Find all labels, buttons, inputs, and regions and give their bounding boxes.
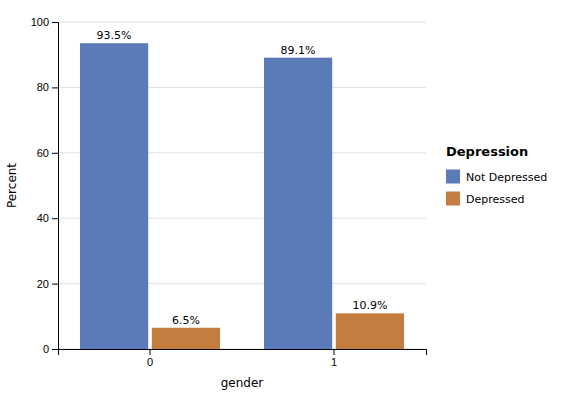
tick-mark (150, 349, 151, 355)
tick-mark (52, 153, 58, 154)
legend-label: Not Depressed (466, 171, 547, 184)
tick-label: 100 (31, 16, 49, 28)
tick: 20 (37, 278, 58, 290)
y-axis-title: Percent (5, 163, 19, 208)
legend-item: Not Depressed (446, 170, 547, 184)
tick-label: 20 (37, 278, 49, 290)
legend-swatch (446, 192, 460, 206)
tick-mark (52, 22, 58, 23)
tick: 80 (37, 81, 58, 93)
tick-label: 0 (147, 356, 153, 368)
chart: 93.5%89.1%6.5%10.9%01020406080100genderP… (0, 0, 576, 397)
data-label: 93.5% (97, 29, 132, 42)
grid-line (58, 22, 426, 23)
tick: 0 (43, 343, 58, 355)
y-axis: 0 20 40 60 80 100 (31, 16, 59, 355)
bar (264, 58, 332, 349)
data-label: 6.5% (172, 314, 200, 327)
x-axis: 01 (59, 349, 427, 368)
legend-title: Depression (446, 144, 528, 159)
tick-label: 40 (37, 212, 49, 224)
grid (58, 22, 426, 349)
data-label: 10.9% (352, 299, 387, 312)
plot: 93.5%89.1%6.5%10.9%01020406080100genderP… (5, 16, 427, 390)
x-axis-title: gender (221, 376, 264, 390)
tick-mark (52, 349, 58, 350)
tick-mark (334, 349, 335, 355)
legend-swatch (446, 170, 460, 184)
tick-label: 60 (37, 147, 49, 159)
tick: 1 (331, 349, 337, 368)
tick-label: 80 (37, 81, 49, 93)
tick: 40 (37, 212, 58, 224)
tick-label: 0 (43, 343, 49, 355)
data-label: 89.1% (281, 44, 316, 57)
data-labels: 93.5% 89.1% 6.5% 10.9% (97, 29, 388, 326)
tick-mark (52, 218, 58, 219)
tick-mark (52, 87, 58, 88)
axis-line (52, 23, 59, 350)
tick-mark (52, 284, 58, 285)
bar (152, 328, 220, 349)
legend-label: Depressed (466, 193, 524, 206)
bar (80, 43, 148, 349)
tick-label: 1 (331, 356, 337, 368)
tick: 60 (37, 147, 58, 159)
tick: 0 (147, 349, 153, 368)
tick: 100 (31, 16, 58, 28)
bars (80, 43, 404, 349)
bar (336, 313, 404, 349)
axis-line (59, 350, 427, 356)
legend-item: Depressed (446, 192, 524, 206)
legend: Depression Not Depressed Depressed (446, 144, 547, 206)
